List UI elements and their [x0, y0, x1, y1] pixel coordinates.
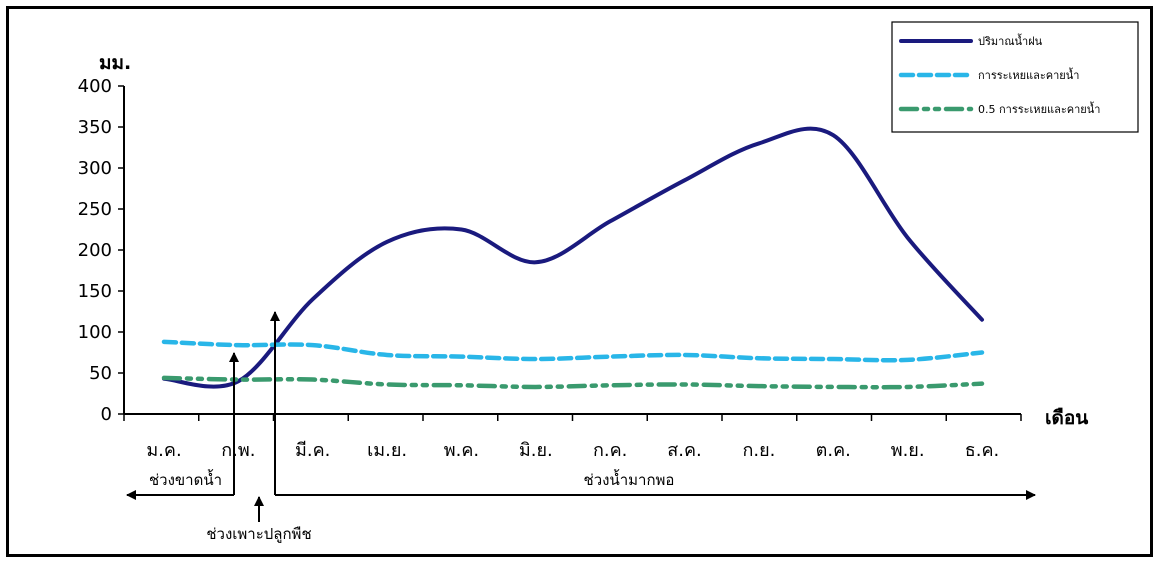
x-tick-label: ก.ย.	[742, 440, 775, 461]
y-tick-label: 100	[78, 322, 112, 343]
legend-label-3: 0.5 การระเหยและคายน้ำ	[978, 101, 1100, 116]
x-tick-label: ม.ค.	[146, 440, 181, 461]
x-tick-label: ธ.ค.	[965, 440, 999, 461]
series-2	[161, 339, 985, 363]
y-tick-label: 250	[78, 199, 112, 220]
x-tick-label: พ.ค.	[444, 440, 479, 461]
series-layer	[161, 126, 985, 390]
wet-period-label: ช่วงน้ำมากพอ	[584, 469, 675, 489]
legend-label-2: การระเหยและคายน้ำ	[978, 67, 1079, 82]
x-tick-label: มี.ค.	[295, 440, 330, 461]
chart-frame: 0 50 100 150 200 250 300 350 400 ม.ค. ก.พ. มี.ค. เม.…	[6, 6, 1153, 557]
y-tick-label: 50	[89, 363, 112, 384]
y-tick-label: 350	[78, 117, 112, 138]
dry-period-label: ช่วงขาดน้ำ	[149, 469, 222, 489]
series-line	[161, 339, 985, 363]
x-tick-label: ก.ค.	[593, 440, 627, 461]
legend-label-1: ปริมาณน้ำฝน	[978, 33, 1043, 48]
x-tick-label: ส.ค.	[667, 440, 701, 461]
axes: 0 50 100 150 200 250 300 350 400 ม.ค. ก.พ. มี.ค. เม.…	[78, 52, 1089, 461]
x-tick-label: พ.ย.	[891, 440, 925, 461]
planting-period-label: ช่วงเพาะปลูกพืช	[206, 525, 311, 543]
series-line	[161, 375, 985, 390]
x-tick-label: เม.ย.	[367, 440, 407, 461]
y-tick-label: 0	[101, 404, 112, 425]
x-tick-label: ก.พ.	[221, 440, 255, 461]
rainfall-chart: 0 50 100 150 200 250 300 350 400 ม.ค. ก.พ. มี.ค. เม.…	[78, 21, 1139, 543]
y-tick-label: 200	[78, 240, 112, 261]
series-1	[162, 126, 984, 389]
x-axis-label: เดือน	[1045, 407, 1088, 429]
y-tick-label: 150	[78, 281, 112, 302]
y-tick-label: 300	[78, 158, 112, 179]
y-axis-label: มม.	[99, 52, 131, 74]
x-tick-label: มิ.ย.	[519, 440, 553, 461]
series-line	[162, 126, 984, 389]
y-tick-label: 400	[78, 76, 112, 97]
x-tick-label: ต.ค.	[816, 440, 851, 461]
series-3	[161, 375, 985, 390]
